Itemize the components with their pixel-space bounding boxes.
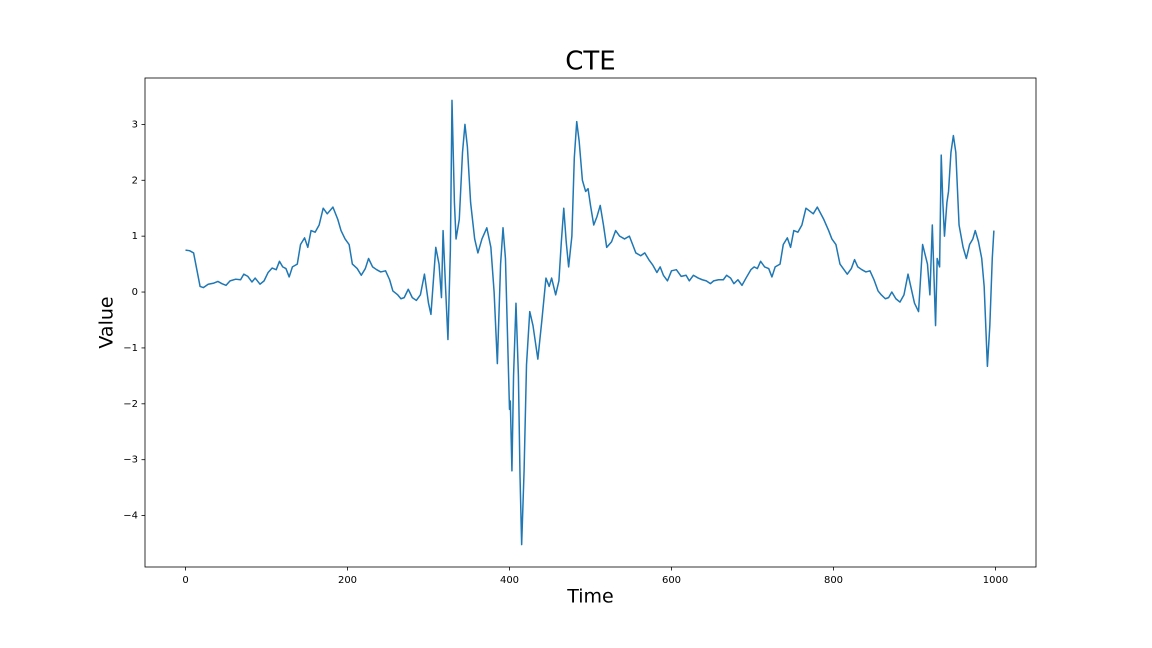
y-tick-label: 2 [132, 175, 138, 186]
y-tick-label: −3 [123, 455, 138, 466]
y-tick-label: −1 [123, 343, 138, 354]
y-tick-label: 0 [132, 287, 138, 298]
x-tick-label: 600 [662, 575, 681, 586]
plot-frame [144, 77, 1037, 568]
x-tick-label: 1000 [983, 575, 1008, 586]
y-tick-label: −2 [123, 399, 138, 410]
chart-title: CTE [565, 47, 615, 77]
x-tick-label: 200 [338, 575, 357, 586]
line-series [185, 99, 995, 546]
x-tick-label: 0 [182, 575, 188, 586]
y-axis-label: Value [96, 296, 118, 348]
x-axis-label: Time [566, 586, 614, 608]
y-tick-label: 3 [132, 119, 138, 130]
x-tick-label: 400 [500, 575, 519, 586]
y-tick-label: −4 [123, 511, 138, 522]
x-tick-label: 800 [824, 575, 843, 586]
y-tick-label: 1 [132, 231, 138, 242]
